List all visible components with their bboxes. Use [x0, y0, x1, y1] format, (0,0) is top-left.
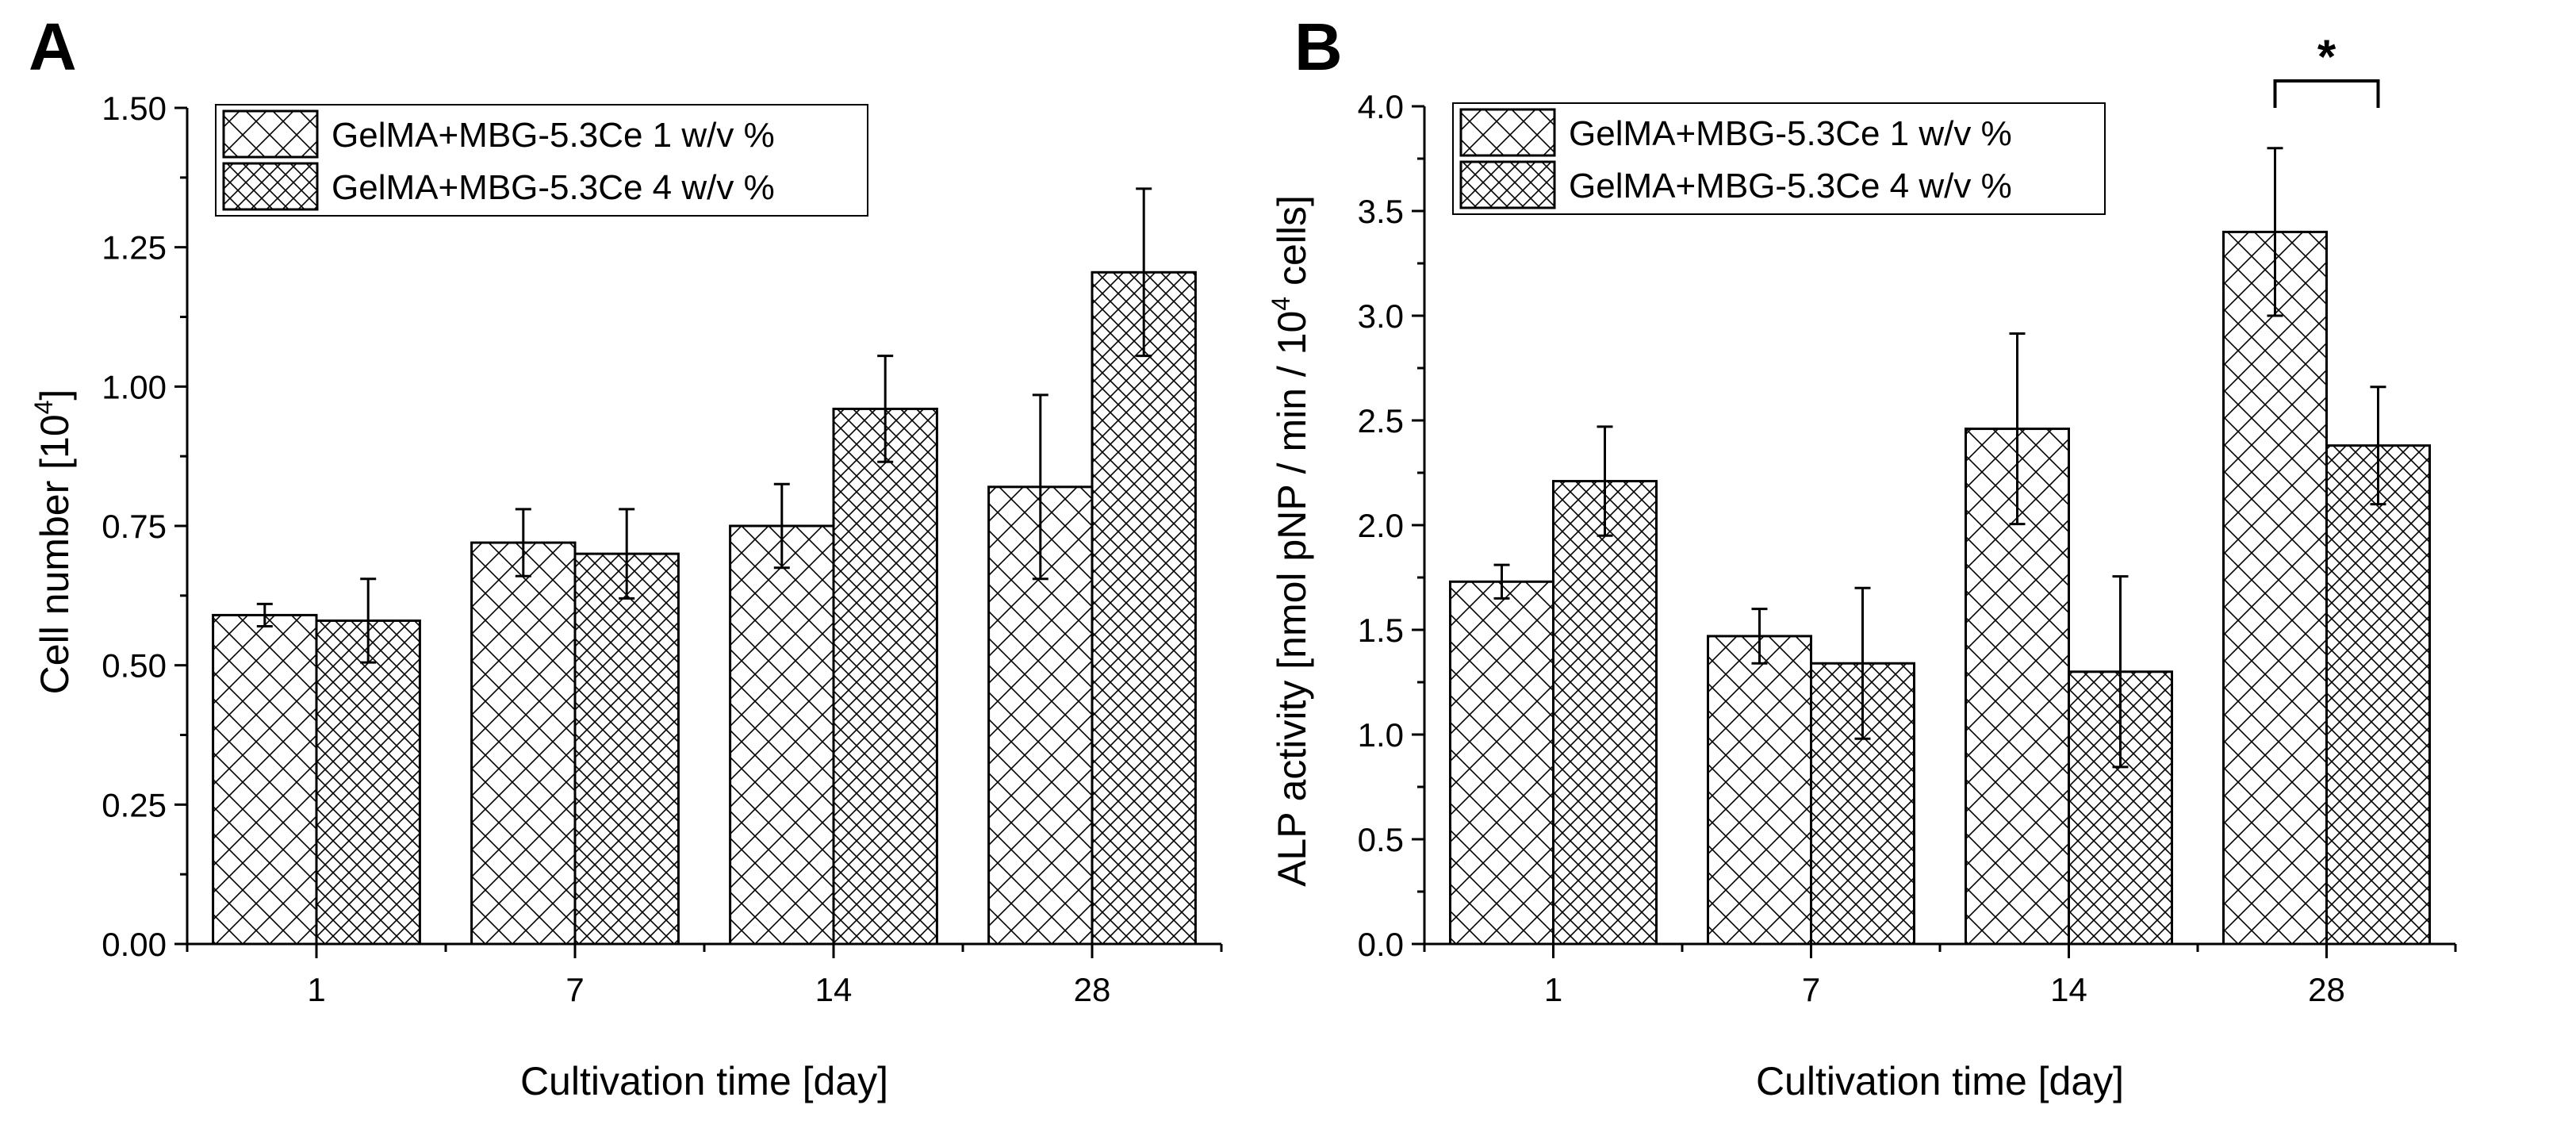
y-tick-label: 4.0 — [1358, 88, 1404, 125]
y-tick-label: 3.5 — [1358, 193, 1404, 230]
y-axis-title-tail: cells] — [1270, 195, 1314, 297]
x-tick-label: 14 — [2050, 971, 2087, 1008]
legend: GelMA+MBG-5.3Ce 1 w/v % GelMA+MBG-5.3Ce 4… — [1452, 102, 2106, 215]
x-tick-label: 7 — [1802, 971, 1820, 1008]
legend: GelMA+MBG-5.3Ce 1 w/v % GelMA+MBG-5.3Ce 4… — [215, 104, 868, 217]
x-tick-label: 28 — [1074, 971, 1111, 1008]
bar — [1449, 580, 1554, 946]
y-tick-label: 1.50 — [102, 90, 167, 127]
panel-B: B 0.0 0.5 1.0 1.5 2.0 2.5 3.0 3.5 4.0 1 7 14 28 Cultiv… — [1267, 10, 2457, 1103]
x-tick-label: 7 — [565, 971, 584, 1008]
bar — [470, 541, 577, 946]
y-tick-label: 0.50 — [102, 647, 167, 685]
y-axis-title-tail: ] — [33, 389, 77, 401]
legend-label: GelMA+MBG-5.3Ce 1 w/v % — [1569, 114, 2012, 153]
bar — [573, 552, 680, 946]
x-tick-label: 28 — [2308, 971, 2345, 1008]
legend-swatch — [222, 109, 319, 159]
panel-label: B — [1294, 10, 1343, 84]
significance-bracket — [2273, 79, 2380, 108]
y-tick-label: 0.0 — [1358, 926, 1404, 963]
bar — [2222, 230, 2328, 946]
bar — [1707, 635, 1812, 946]
y-tick-label: 1.0 — [1358, 716, 1404, 754]
y-tick-label: 1.5 — [1358, 612, 1404, 649]
y-axis-title-sup: 4 — [29, 401, 58, 415]
y-axis-title-text: ALP activity [nmol pNP / min / 10 — [1270, 311, 1314, 887]
x-axis-title: Cultivation time [day] — [520, 1059, 888, 1103]
legend-label: GelMA+MBG-5.3Ce 4 w/v % — [1569, 167, 2012, 205]
legend-box — [1452, 102, 2106, 215]
y-tick-label: 0.75 — [102, 508, 167, 545]
panel-label: A — [29, 10, 77, 84]
y-tick-label: 0.00 — [102, 926, 167, 963]
y-axis-title: Cell number [104] — [29, 389, 77, 695]
y-axis-title-text: Cell number [10 — [33, 414, 77, 694]
legend-box — [215, 104, 868, 217]
legend-label: GelMA+MBG-5.3Ce 4 w/v % — [332, 168, 775, 207]
y-tick-label: 1.00 — [102, 368, 167, 405]
bar — [1552, 480, 1658, 946]
bar — [315, 619, 421, 946]
y-tick-label: 0.5 — [1358, 821, 1404, 858]
bar — [832, 407, 938, 946]
x-axis-title: Cultivation time [day] — [1756, 1059, 2124, 1103]
y-tick-label: 0.25 — [102, 786, 167, 823]
legend-label: GelMA+MBG-5.3Ce 1 w/v % — [332, 116, 775, 155]
significance-marker: * — [2317, 30, 2336, 83]
y-tick-label: 1.25 — [102, 229, 167, 267]
legend-swatch — [222, 162, 319, 211]
x-tick-label: 1 — [307, 971, 325, 1008]
legend-swatch — [1459, 108, 1556, 157]
y-axis-title-sup: 4 — [1267, 297, 1295, 311]
bar — [729, 524, 835, 946]
bar — [2325, 444, 2431, 946]
y-tick-label: 2.0 — [1358, 507, 1404, 544]
y-tick-label: 3.0 — [1358, 297, 1404, 335]
y-tick-label: 2.5 — [1358, 402, 1404, 439]
bar — [212, 613, 318, 946]
x-tick-label: 14 — [815, 971, 853, 1008]
legend-swatch — [1459, 160, 1556, 209]
panel-A: A 0.00 0.25 0.50 0.75 1.00 1.25 1.50 1 7 14 28 Culti… — [29, 10, 1223, 1103]
y-axis-title: ALP activity [nmol pNP / min / 104 cells… — [1267, 195, 1314, 887]
x-tick-label: 1 — [1544, 971, 1562, 1008]
bar — [1091, 270, 1197, 946]
